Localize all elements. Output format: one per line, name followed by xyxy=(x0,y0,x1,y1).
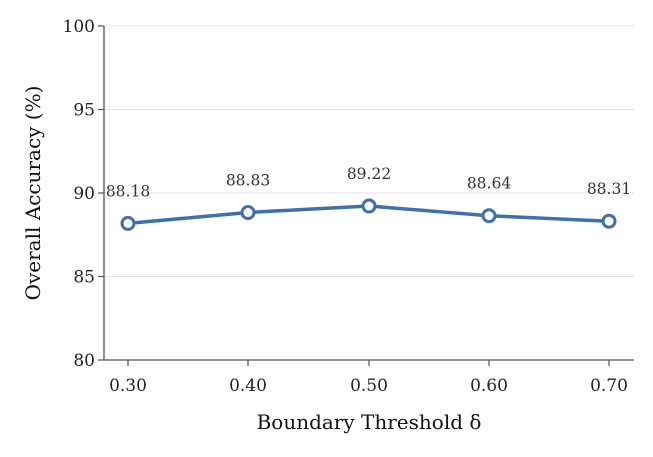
data-labels: 88.18 88.83 89.22 88.64 88.31 xyxy=(106,165,631,200)
y-tick-label: 100 xyxy=(63,17,95,37)
data-label: 88.83 xyxy=(226,172,270,190)
x-tick-label: 0.50 xyxy=(350,376,388,396)
data-point xyxy=(601,213,617,229)
y-axis-title: Overall Accuracy (%) xyxy=(21,86,45,301)
y-tick-label: 80 xyxy=(73,351,95,371)
data-point xyxy=(481,208,497,224)
x-tick-label: 0.60 xyxy=(470,376,508,396)
x-tick-label: 0.40 xyxy=(229,376,267,396)
x-tick-label: 0.70 xyxy=(590,376,628,396)
data-point xyxy=(361,198,377,214)
data-label: 88.64 xyxy=(467,175,512,193)
y-tick-label: 95 xyxy=(73,101,95,121)
x-tick-label: 0.30 xyxy=(109,376,147,396)
gridlines xyxy=(104,25,634,277)
series-group xyxy=(120,198,617,231)
y-tick-label: 85 xyxy=(73,268,95,288)
data-point xyxy=(120,215,136,231)
x-axis-ticks: 0.30 0.40 0.50 0.60 0.70 xyxy=(109,360,628,396)
data-label: 88.31 xyxy=(587,180,631,198)
data-point xyxy=(240,205,256,221)
y-axis-ticks: 80 85 90 95 100 xyxy=(63,17,104,371)
data-label: 88.18 xyxy=(106,182,150,200)
y-tick-label: 90 xyxy=(73,184,95,204)
x-axis-title: Boundary Threshold δ xyxy=(257,410,482,434)
data-label: 89.22 xyxy=(347,165,391,183)
